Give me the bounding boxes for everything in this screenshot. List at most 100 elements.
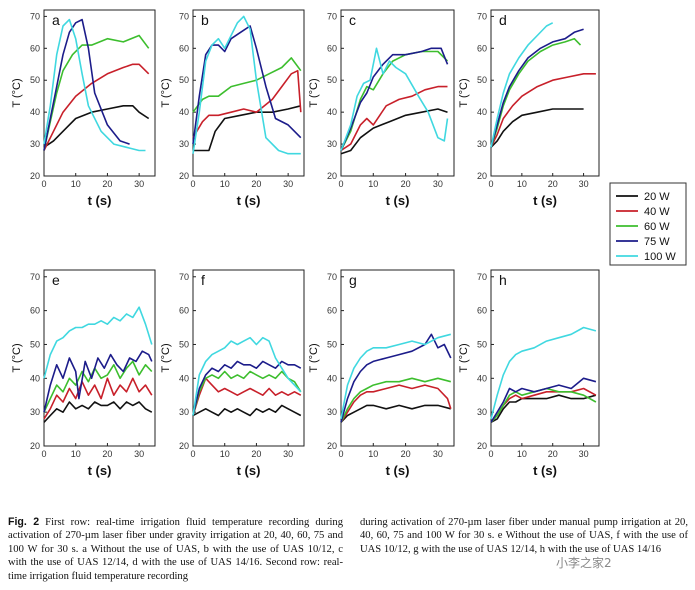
y-tick-label: 30 — [179, 139, 189, 149]
series-line-20w — [490, 108, 584, 148]
y-tick-label: 20 — [327, 441, 337, 451]
y-tick-label: 20 — [179, 441, 189, 451]
y-tick-label: 20 — [327, 171, 337, 181]
series-line-100w — [192, 15, 301, 155]
series-line-20w — [340, 108, 448, 155]
x-tick-label: 0 — [41, 449, 46, 459]
panel-h: 20 30 40 50 60 70 0 10 20 30 t (s) T (°C) h — [458, 269, 600, 478]
y-tick-label: 20 — [30, 171, 40, 181]
panel-f: 20 30 40 50 60 70 0 10 20 30 t (s) T (°C) f — [160, 269, 305, 478]
legend-entry: 75 W — [644, 236, 670, 248]
series-line-75w — [43, 18, 130, 151]
watermark: 小李之家2 — [556, 556, 612, 570]
series-line-60w — [192, 370, 302, 416]
y-tick-label: 50 — [477, 339, 487, 349]
x-tick-label: 30 — [134, 179, 144, 189]
y-tick-label: 60 — [477, 306, 487, 316]
series-line-40w — [340, 85, 448, 152]
panel-label: f — [201, 272, 205, 288]
x-tick-label: 10 — [517, 449, 527, 459]
x-tick-label: 30 — [579, 179, 589, 189]
y-axis-label: T (°C) — [11, 78, 23, 107]
y-tick-label: 50 — [30, 75, 40, 85]
x-tick-label: 0 — [338, 449, 343, 459]
y-tick-label: 70 — [30, 272, 40, 282]
series-line-60w — [43, 360, 153, 413]
x-axis-label: t (s) — [386, 463, 410, 478]
y-tick-label: 40 — [327, 373, 337, 383]
y-tick-label: 50 — [327, 75, 337, 85]
y-tick-label: 50 — [179, 75, 189, 85]
y-tick-label: 60 — [30, 43, 40, 53]
series-line-75w — [490, 28, 584, 148]
y-tick-label: 50 — [179, 339, 189, 349]
y-tick-label: 70 — [30, 11, 40, 21]
plot-frame — [192, 9, 305, 177]
y-tick-label: 20 — [179, 171, 189, 181]
series-line-60w — [340, 377, 452, 423]
series-line-100w — [192, 336, 302, 416]
series-line-75w — [192, 360, 302, 416]
panel-label: e — [52, 272, 60, 288]
legend-entry: 40 W — [644, 206, 670, 218]
caption-right: during activation of 270-µm laser fiber … — [360, 516, 688, 556]
series-line-100w — [490, 22, 554, 148]
x-tick-label: 20 — [401, 179, 411, 189]
y-axis-label: T (°C) — [308, 343, 320, 372]
panel-label: b — [201, 12, 209, 28]
x-axis-label: t (s) — [533, 193, 557, 208]
y-axis-label: T (°C) — [458, 343, 470, 372]
x-tick-label: 20 — [102, 449, 112, 459]
plot-frame — [340, 9, 455, 177]
y-tick-label: 50 — [30, 339, 40, 349]
series-line-100w — [43, 306, 153, 379]
series-line-40w — [192, 69, 302, 139]
caption-right-text: during activation of 270-µm laser fiber … — [360, 517, 688, 555]
y-tick-label: 60 — [327, 306, 337, 316]
y-tick-label: 60 — [30, 306, 40, 316]
x-tick-label: 30 — [134, 449, 144, 459]
y-tick-label: 30 — [30, 139, 40, 149]
series-line-40w — [192, 377, 302, 416]
panel-a: 20 30 40 50 60 70 0 10 20 30 t (s) T (°C) a — [11, 9, 156, 208]
panel-e: 20 30 40 50 60 70 0 10 20 30 t (s) T (°C) e — [11, 269, 156, 478]
x-tick-label: 20 — [548, 179, 558, 189]
y-tick-label: 70 — [327, 272, 337, 282]
y-axis-label: T (°C) — [458, 78, 470, 107]
panel-label: g — [349, 272, 357, 288]
series-line-75w — [490, 377, 597, 423]
x-tick-label: 20 — [401, 449, 411, 459]
x-tick-label: 30 — [433, 449, 443, 459]
y-tick-label: 30 — [327, 139, 337, 149]
y-tick-label: 50 — [327, 339, 337, 349]
plot-frame — [192, 269, 305, 447]
series-line-20w — [43, 401, 153, 423]
x-tick-label: 0 — [41, 179, 46, 189]
series-line-75w — [340, 333, 452, 423]
panel-c: 20 30 40 50 60 70 0 10 20 30 t (s) T (°C) c — [308, 9, 455, 208]
y-tick-label: 60 — [179, 306, 189, 316]
x-axis-label: t (s) — [386, 193, 410, 208]
x-tick-label: 20 — [548, 449, 558, 459]
series-line-60w — [43, 34, 150, 151]
x-tick-label: 0 — [190, 179, 195, 189]
x-tick-label: 10 — [517, 179, 527, 189]
x-tick-label: 30 — [579, 449, 589, 459]
x-tick-label: 0 — [488, 449, 493, 459]
y-tick-label: 40 — [30, 373, 40, 383]
y-tick-label: 20 — [30, 441, 40, 451]
series-line-75w — [340, 47, 449, 151]
y-tick-label: 70 — [477, 272, 487, 282]
y-axis-label: T (°C) — [308, 78, 320, 107]
plot-frame — [43, 9, 156, 177]
y-axis-label: T (°C) — [160, 78, 172, 107]
x-tick-label: 10 — [220, 179, 230, 189]
y-tick-label: 40 — [179, 373, 189, 383]
x-tick-label: 0 — [190, 449, 195, 459]
y-tick-label: 60 — [477, 43, 487, 53]
plot-frame — [490, 269, 600, 447]
x-tick-label: 0 — [338, 179, 343, 189]
figure-panels: 20 30 40 50 60 70 0 10 20 30 t (s) T (°C) a 20 30 40 50 6… — [11, 9, 687, 478]
y-tick-label: 20 — [477, 171, 487, 181]
y-tick-label: 30 — [327, 407, 337, 417]
